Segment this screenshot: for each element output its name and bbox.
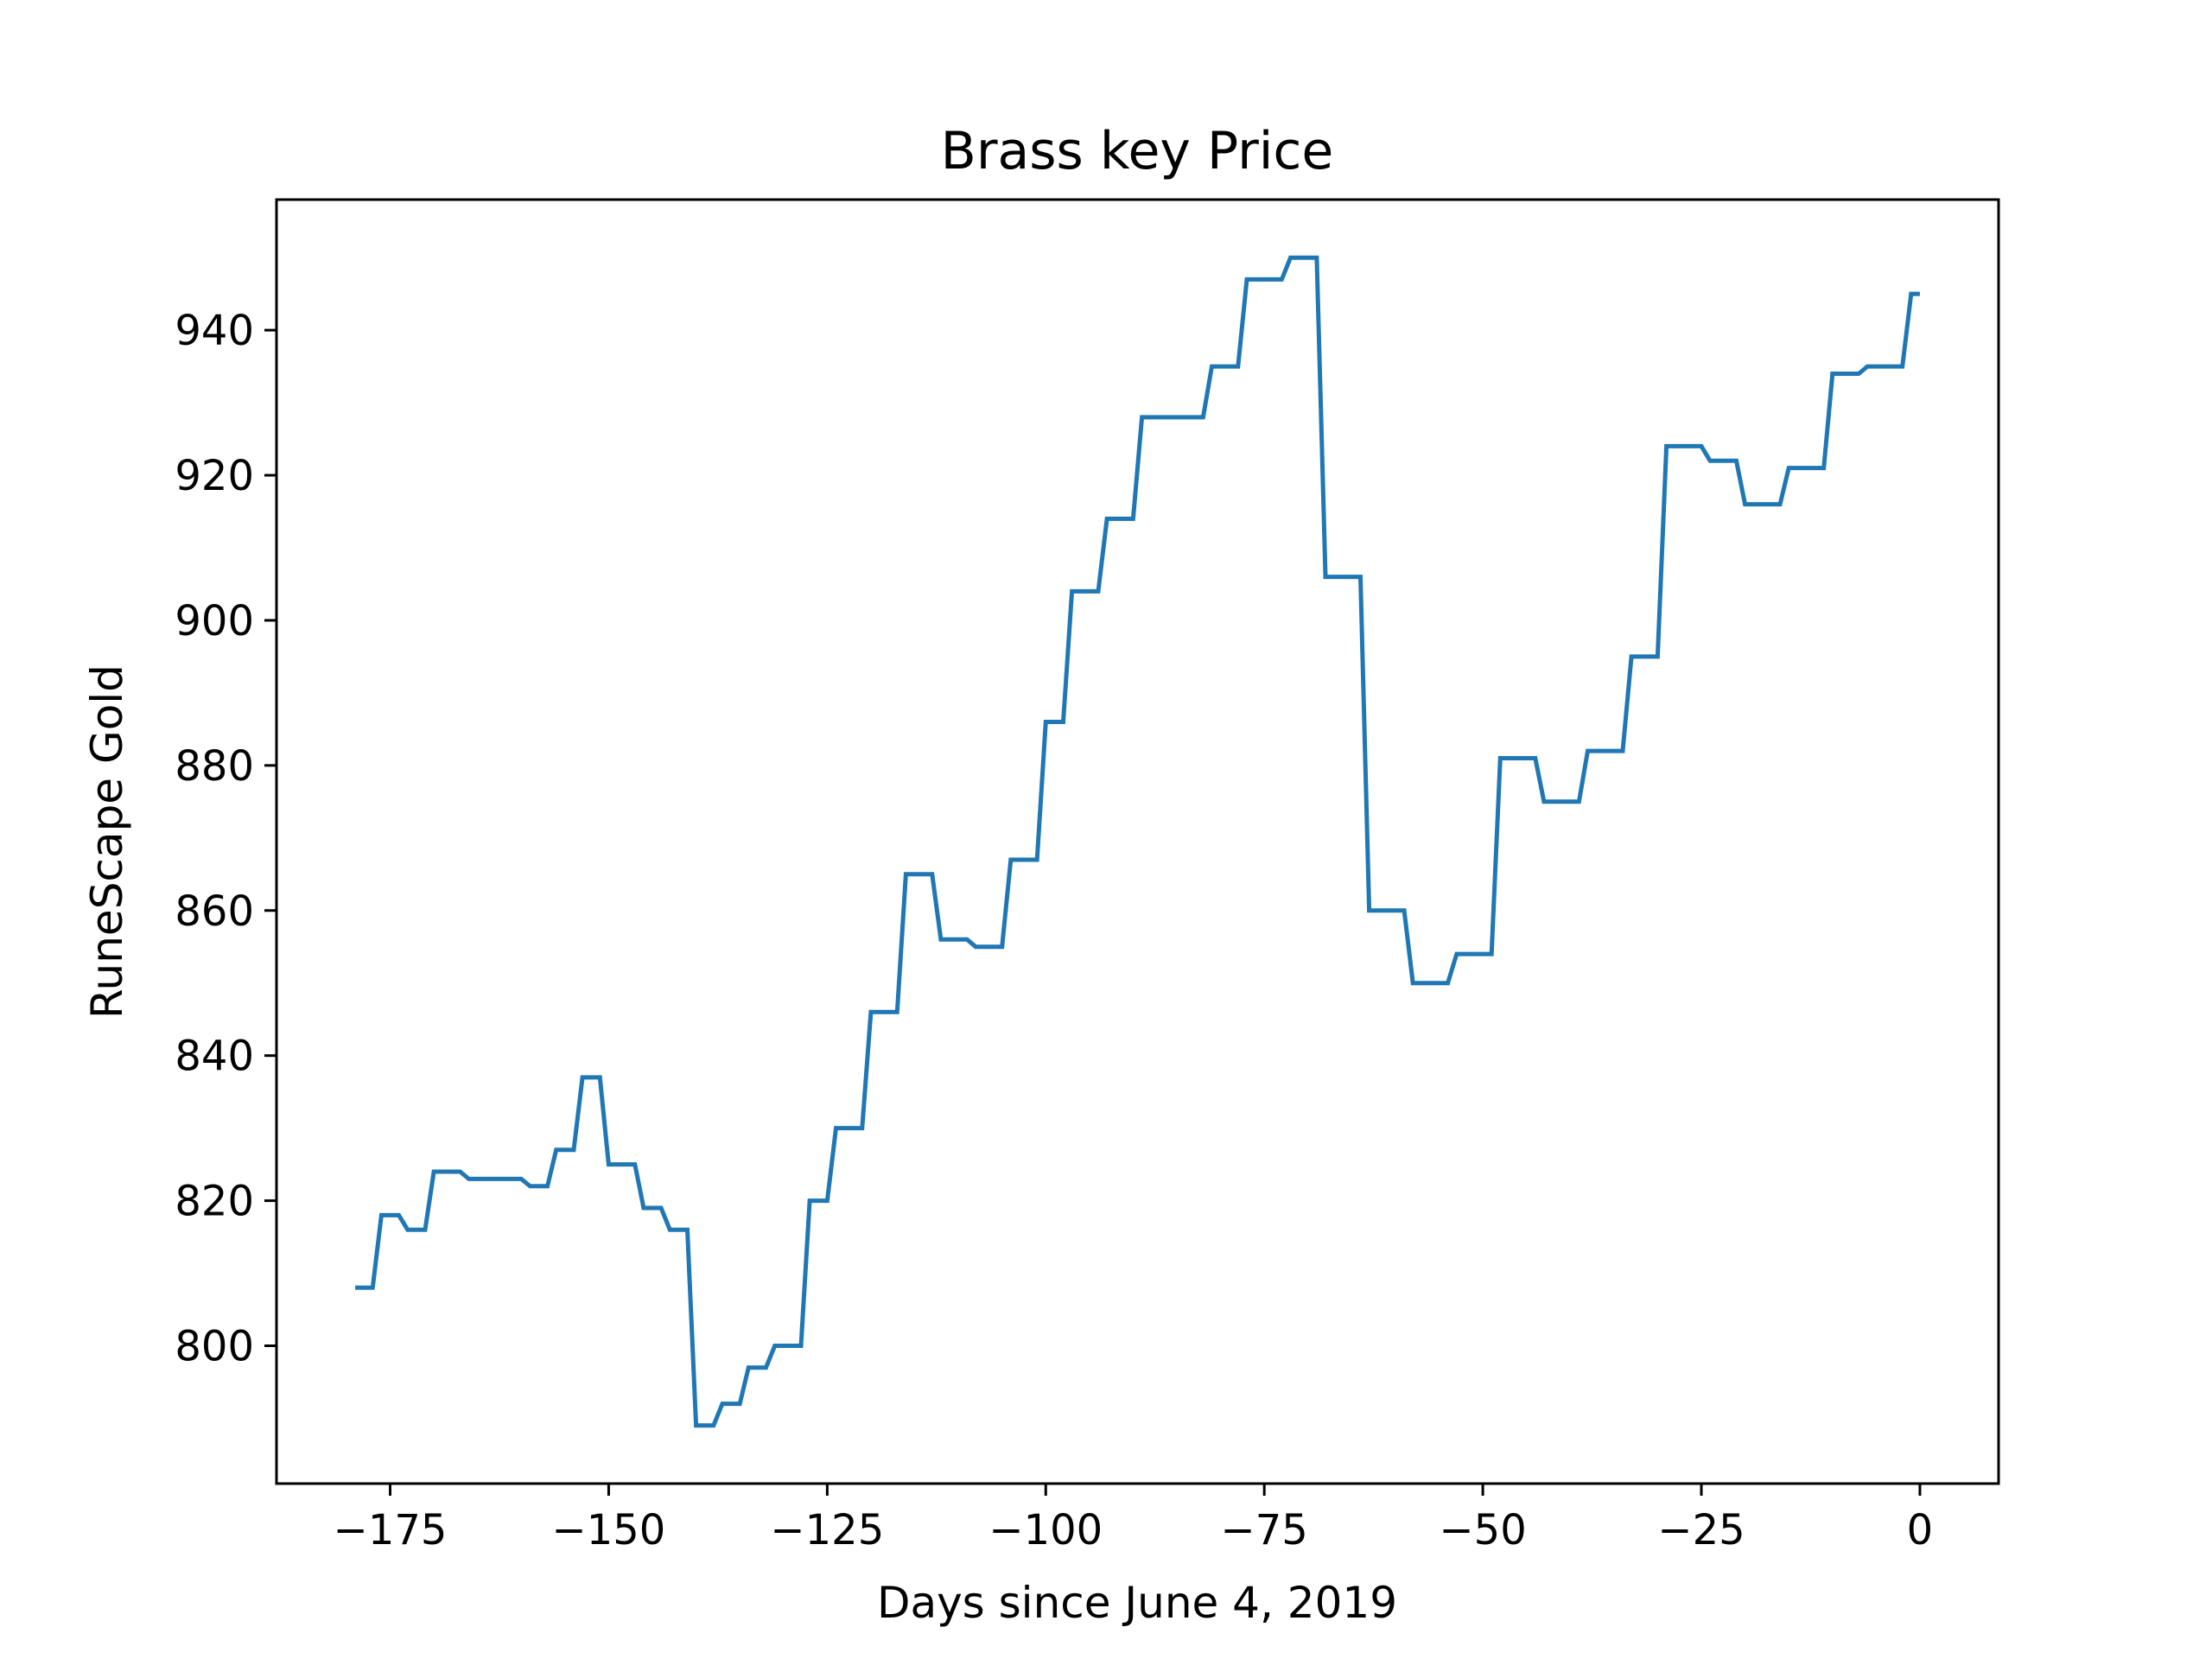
x-axis-label: Days since June 4, 2019: [877, 1578, 1397, 1628]
y-tick-label: 840: [175, 1033, 254, 1081]
y-tick-label: 800: [175, 1322, 254, 1370]
y-tick-label: 940: [175, 307, 254, 355]
y-axis: 800 820 840 860 880 900 920 940: [175, 307, 276, 1370]
x-tick-label: −50: [1439, 1506, 1526, 1554]
y-tick-label: 820: [175, 1178, 254, 1226]
x-tick-label: −150: [552, 1506, 666, 1554]
price-line-series-0: [355, 255, 1920, 1428]
plot-area: [355, 255, 1920, 1428]
x-tick-label: 0: [1907, 1506, 1934, 1554]
x-tick-label: −125: [770, 1506, 884, 1554]
y-tick-label: 860: [175, 887, 254, 936]
y-tick-label: 920: [175, 452, 254, 500]
x-tick-label: −25: [1657, 1506, 1745, 1554]
chart-title: Brass key Price: [941, 121, 1334, 181]
x-tick-label: −100: [988, 1506, 1103, 1554]
x-tick-label: −175: [334, 1506, 448, 1554]
y-tick-label: 880: [175, 742, 254, 791]
y-tick-label: 900: [175, 597, 254, 645]
y-axis-label: RuneScape Gold: [82, 664, 132, 1019]
x-axis: −175 −150 −125 −100 −75 −50 −25 0: [334, 1484, 1934, 1554]
x-tick-label: −75: [1221, 1506, 1308, 1554]
plot-frame: [275, 198, 2000, 1485]
